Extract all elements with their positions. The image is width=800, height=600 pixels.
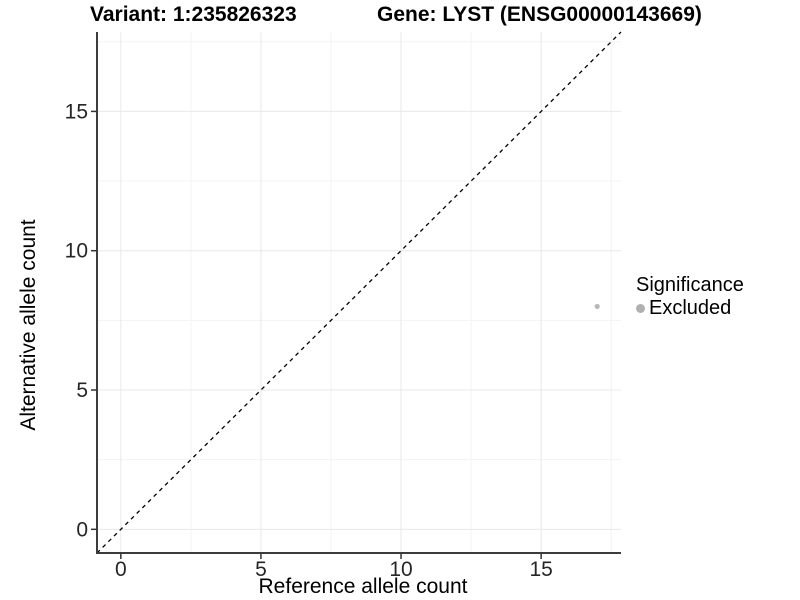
legend-title: Significance — [636, 274, 744, 296]
legend-item-excluded: Excluded — [636, 297, 744, 320]
variant-title: Variant: 1:235826323 — [90, 3, 297, 26]
major-gridlines — [97, 32, 621, 553]
y-tick-label: 15 — [65, 100, 88, 123]
x-tick-label: 15 — [529, 558, 552, 581]
y-tick-label: 5 — [76, 379, 88, 402]
gene-title: Gene: LYST (ENSG00000143669) — [377, 3, 702, 26]
x-tick-label: 10 — [389, 558, 412, 581]
y-tick-label: 0 — [76, 518, 88, 541]
x-tick-label: 5 — [255, 558, 267, 581]
excluded-point-icon — [636, 304, 645, 313]
legend-item-label: Excluded — [649, 297, 732, 319]
identity-dashed-line — [96, 31, 622, 554]
data-point — [594, 303, 600, 310]
x-tick-label: 0 — [115, 558, 127, 581]
x-axis-title: Reference allele count — [258, 575, 468, 598]
data-point-layer — [594, 303, 600, 310]
y-axis-title: Alternative allele count — [17, 219, 40, 431]
axis-layer: 0 5 10 15 0 5 10 15 — [65, 32, 621, 581]
y-tick-label: 10 — [65, 240, 88, 263]
minor-gridlines — [97, 32, 621, 553]
identity-line-layer — [96, 31, 622, 554]
legend: Significance Excluded — [636, 274, 744, 320]
